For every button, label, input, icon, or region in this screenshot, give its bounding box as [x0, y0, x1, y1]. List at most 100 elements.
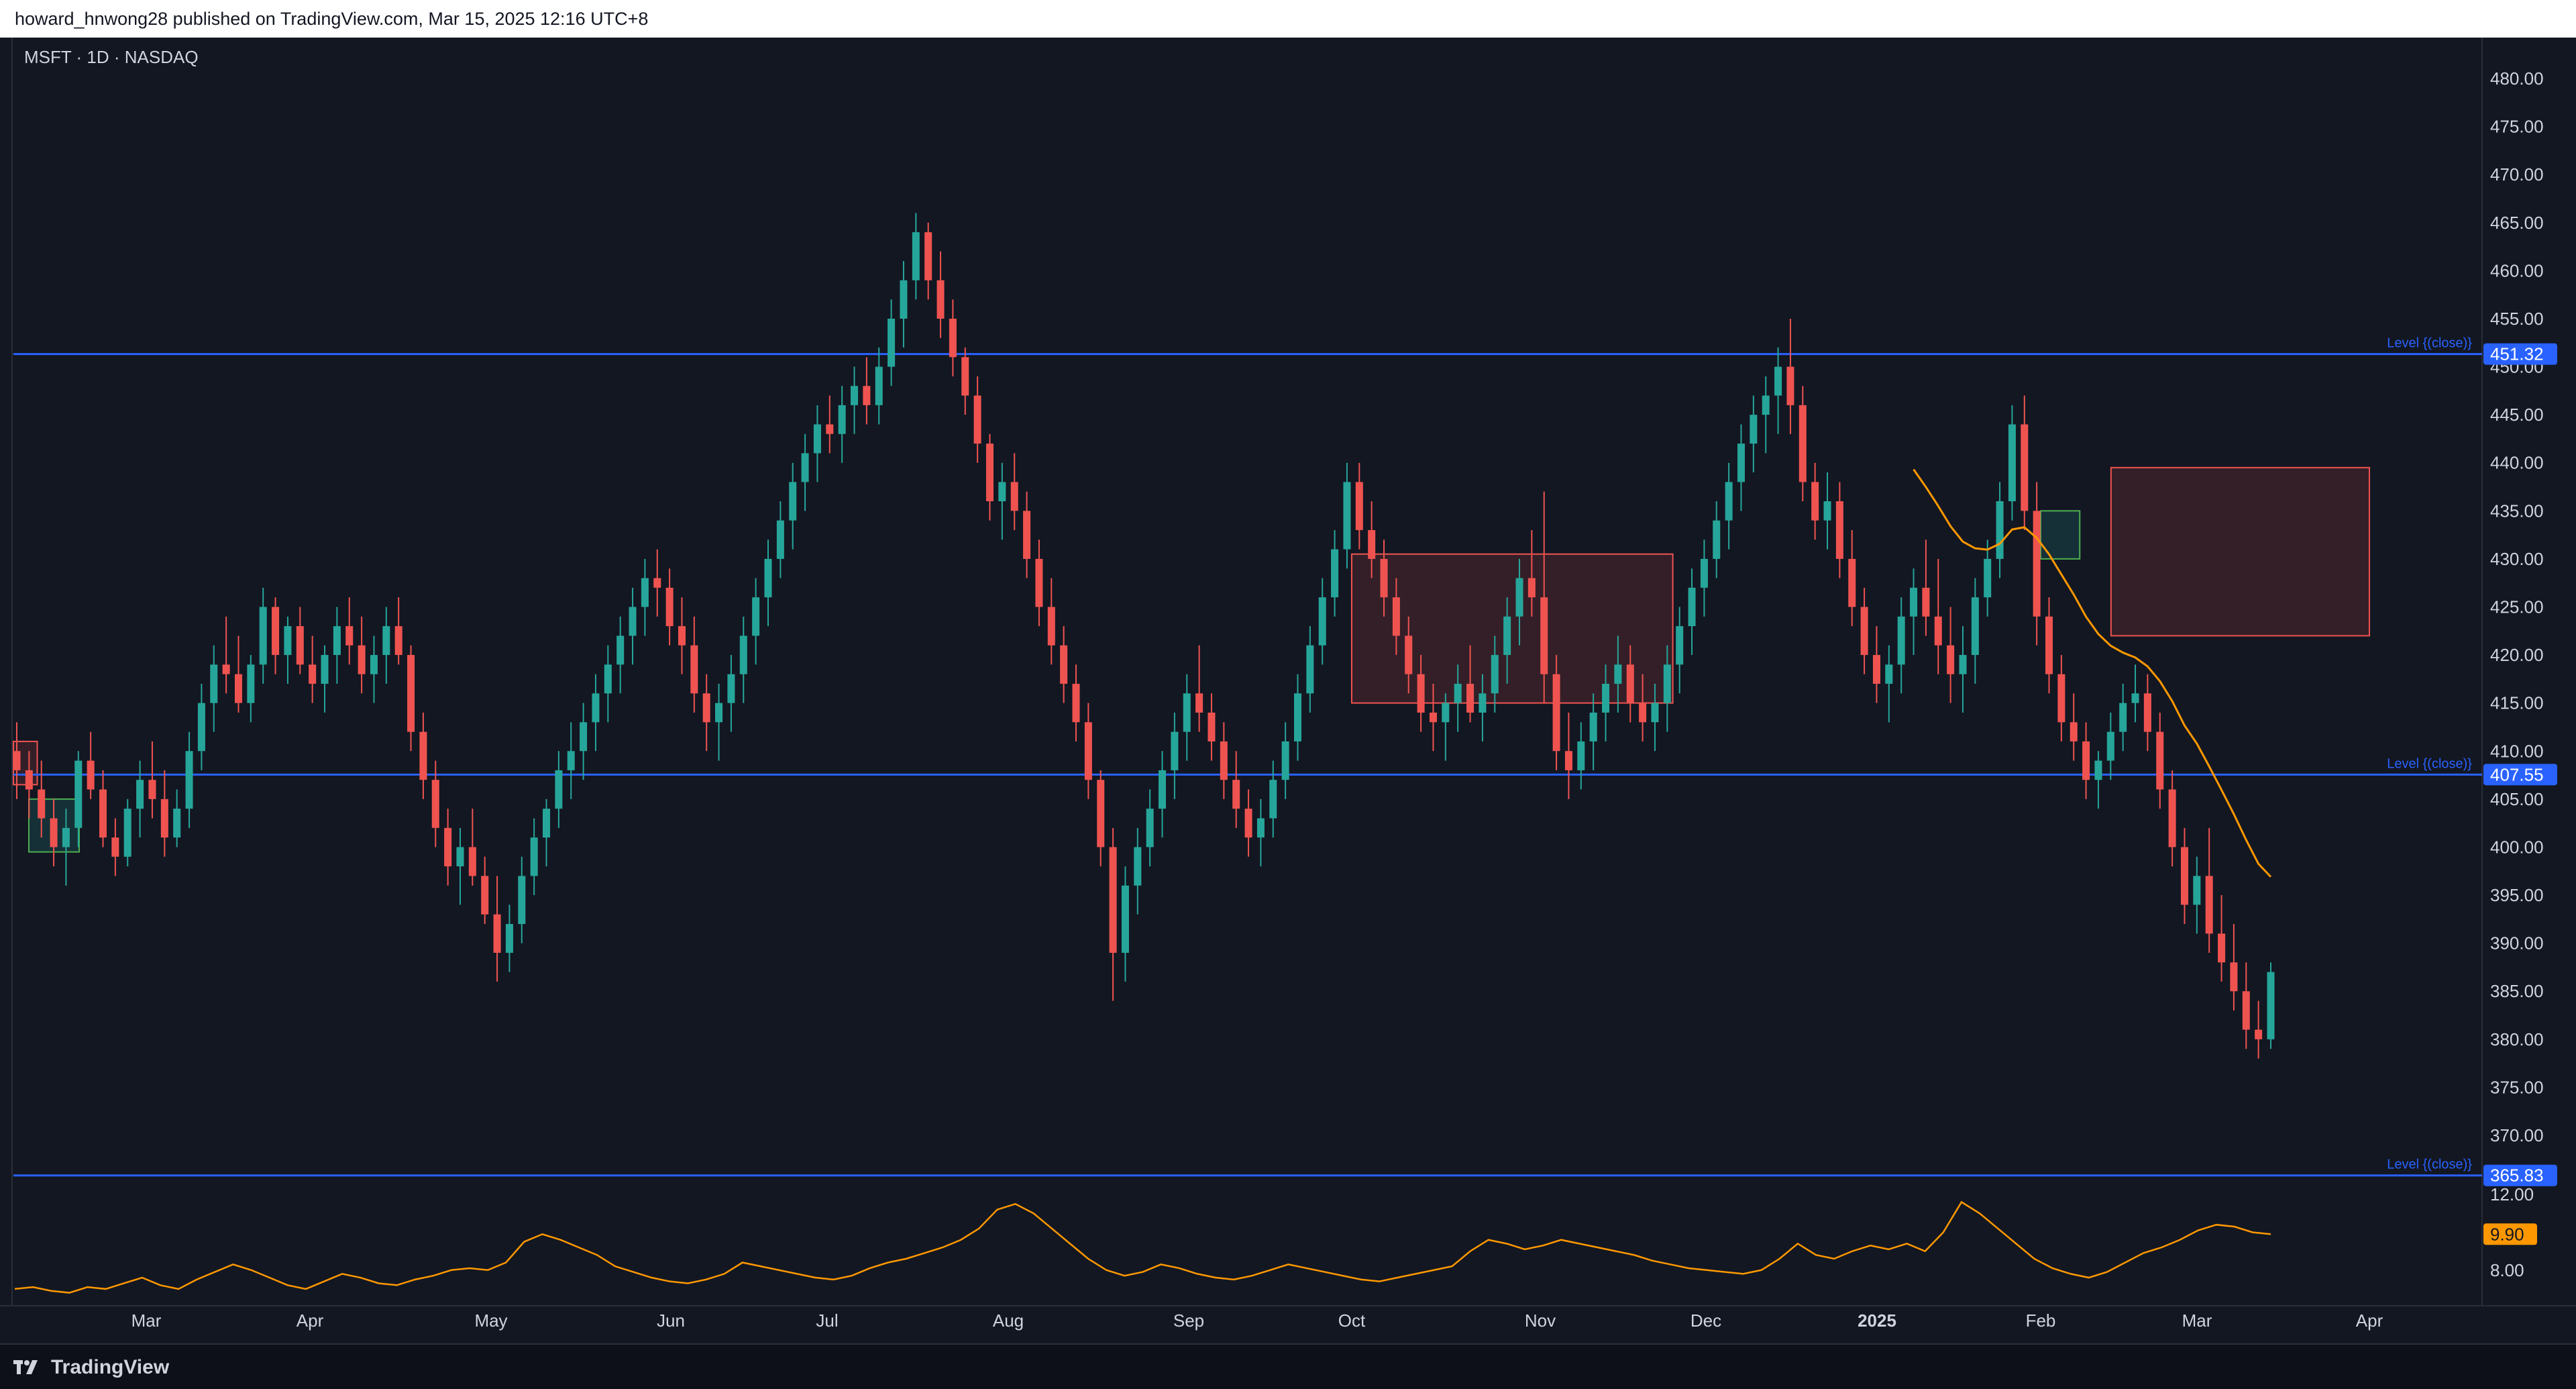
candle-body — [2045, 616, 2053, 674]
candle — [653, 549, 661, 617]
candle — [1405, 616, 1413, 694]
candle — [1466, 645, 1474, 723]
candle — [1503, 597, 1511, 684]
time-tick-label: May — [474, 1310, 507, 1331]
candle-body — [1010, 482, 1018, 511]
candle — [629, 587, 637, 665]
time-tick-label: Apr — [297, 1310, 324, 1331]
candle-body — [789, 482, 797, 521]
price-tick-label: 440.00 — [2490, 453, 2544, 473]
level-label: Level {(close)} — [2387, 756, 2472, 771]
candle — [2021, 395, 2029, 530]
candle-body — [2230, 962, 2238, 992]
candle — [752, 578, 760, 665]
candle-body — [1688, 587, 1696, 627]
candle-body — [900, 280, 908, 319]
footer-brand[interactable]: TradingView — [13, 1355, 169, 1380]
price-tick-label: 465.00 — [2490, 213, 2544, 233]
candle-body — [961, 357, 969, 396]
candle-body — [2094, 760, 2102, 780]
candle-body — [1405, 635, 1413, 674]
candle — [259, 587, 267, 684]
candle-body — [2267, 972, 2275, 1039]
level-price-tag — [2483, 343, 2557, 365]
level-price-tag — [2483, 1164, 2557, 1186]
candle-body — [1232, 780, 1240, 809]
candle-body — [580, 722, 588, 752]
candle-body — [1097, 780, 1105, 847]
candle — [1947, 607, 1955, 703]
time-tick-label: Oct — [1338, 1310, 1366, 1331]
candle-body — [543, 809, 551, 838]
candle — [87, 731, 95, 799]
candle — [358, 616, 366, 694]
candle — [2094, 751, 2102, 809]
candle — [419, 713, 427, 799]
time-tick-label: Feb — [2026, 1310, 2056, 1331]
candle — [1479, 674, 1487, 741]
candle-body — [1564, 751, 1572, 770]
candle — [1060, 626, 1068, 703]
candle — [1934, 558, 1942, 674]
candle-body — [1208, 713, 1216, 741]
candle — [1971, 578, 1979, 684]
candle-body — [690, 645, 698, 694]
candle-body — [2255, 1029, 2263, 1039]
candle-body — [1725, 482, 1733, 521]
candle-body — [1835, 501, 1843, 559]
candle-body — [1663, 664, 1671, 703]
footer: TradingView — [0, 1343, 2576, 1389]
candle-body — [99, 789, 107, 838]
candle-body — [1639, 703, 1647, 723]
time-tick-label: Aug — [993, 1310, 1024, 1331]
price-tick-label: 370.00 — [2490, 1125, 2544, 1145]
candle — [727, 655, 735, 732]
candle — [776, 501, 784, 578]
candle-body — [1343, 482, 1351, 550]
time-tick-label: 2025 — [1858, 1310, 1896, 1331]
candle — [13, 722, 21, 799]
time-tick-label: Dec — [1690, 1310, 1721, 1331]
price-tick-label: 395.00 — [2490, 885, 2544, 905]
candle-body — [123, 809, 131, 857]
candle — [1454, 664, 1462, 732]
candle-body — [1466, 684, 1474, 713]
candle-body — [2242, 991, 2250, 1030]
candle-body — [1109, 847, 1117, 953]
candle — [1564, 713, 1572, 799]
candle-body — [2193, 876, 2201, 905]
candle — [555, 751, 563, 828]
candle-body — [38, 789, 46, 819]
price-chart[interactable]: 480.00475.00470.00465.00460.00455.00450.… — [0, 38, 2576, 1343]
candle — [543, 799, 551, 867]
candle — [678, 597, 686, 674]
candle-body — [1306, 645, 1314, 694]
candle — [1959, 626, 1967, 713]
candle — [345, 597, 354, 665]
candle-body — [567, 751, 575, 770]
candle — [1774, 347, 1782, 434]
candle-body — [1713, 520, 1721, 559]
candle-body — [1527, 578, 1536, 598]
candle — [1010, 453, 1018, 530]
candle-body — [1331, 549, 1339, 598]
candle-body — [185, 751, 193, 809]
candle-body — [1515, 578, 1523, 617]
candle — [1047, 578, 1055, 665]
candle — [370, 635, 378, 703]
price-tick-label: 480.00 — [2490, 68, 2544, 89]
candle — [702, 674, 710, 752]
candle — [924, 222, 932, 300]
candle-body — [1146, 809, 1154, 847]
candle-body — [555, 770, 563, 809]
candle — [1626, 645, 1634, 723]
price-tick-label: 435.00 — [2490, 501, 2544, 521]
candle — [2168, 770, 2176, 867]
candle-body — [727, 674, 735, 703]
price-tick-label: 475.00 — [2490, 117, 2544, 137]
candle — [1552, 655, 1560, 770]
candle — [1688, 568, 1696, 656]
candle — [333, 607, 341, 684]
candle-body — [888, 318, 896, 367]
chart-background — [0, 38, 2576, 1343]
